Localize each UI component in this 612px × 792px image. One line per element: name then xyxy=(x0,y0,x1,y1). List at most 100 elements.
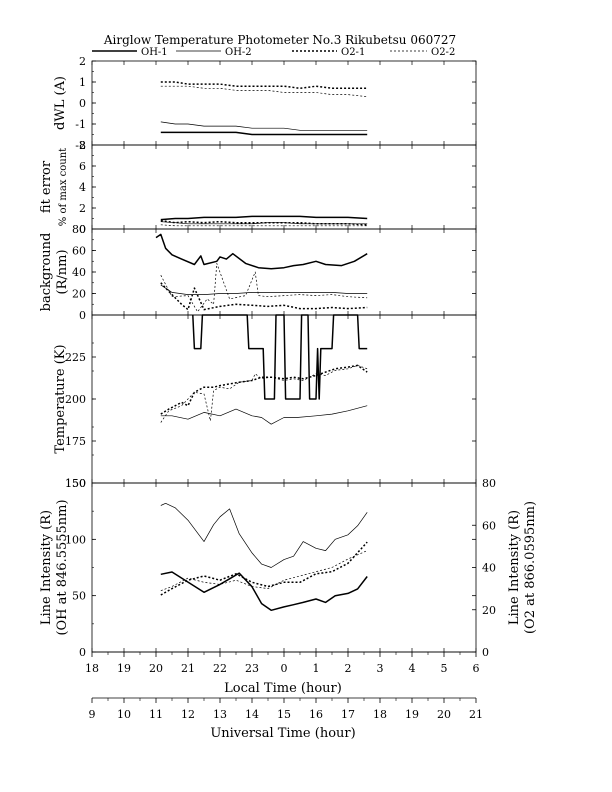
y-tick-label: 20 xyxy=(72,288,86,301)
y-tick-label: 175 xyxy=(65,435,86,448)
y-tick-label: 50 xyxy=(72,590,86,603)
series-o2-2 xyxy=(160,365,368,423)
y-right-tick-label: 0 xyxy=(482,646,489,659)
panel-frame xyxy=(91,60,477,146)
panel-background: 80 60 40 20 0 background (R/nm) xyxy=(39,223,477,322)
universal-time-tick-label: 15 xyxy=(277,708,291,721)
universal-time-tick-label: 14 xyxy=(245,708,259,721)
local-time-axis: 18 19 20 21 22 23 0 1 2 3 4 5 6 xyxy=(85,651,480,675)
y-tick-label: 100 xyxy=(65,533,86,546)
legend-label-o2-1: O2-1 xyxy=(341,47,365,58)
series-o2-1 xyxy=(160,81,368,90)
universal-time-tick-label: 13 xyxy=(213,708,227,721)
y-axis-label: Line Intensity (R) xyxy=(39,510,54,625)
series-oh-2 xyxy=(160,121,368,131)
series-oh-1 xyxy=(160,571,368,612)
local-time-tick-label: 21 xyxy=(181,662,195,675)
series-o2-1 xyxy=(160,541,368,596)
y-tick-label: 150 xyxy=(65,477,86,490)
panel-frame xyxy=(91,482,477,653)
series-o2-2 xyxy=(160,224,368,227)
local-time-tick-label: 2 xyxy=(345,662,352,675)
universal-time-tick-label: 12 xyxy=(181,708,195,721)
y-tick-label: 200 xyxy=(65,393,86,406)
series-o2-1 xyxy=(160,219,368,226)
universal-time-tick-label: 9 xyxy=(89,708,96,721)
series-o2-1 xyxy=(160,282,368,311)
y-right-tick-label: 80 xyxy=(482,477,496,490)
universal-time-axis-label: Universal Time (hour) xyxy=(210,726,355,741)
legend-label-oh-2: OH-2 xyxy=(225,47,252,58)
series-oh-2 xyxy=(160,502,368,568)
legend-label-o2-2: O2-2 xyxy=(431,47,455,58)
universal-time-axis: 9 10 11 12 13 14 15 16 17 18 19 20 21 xyxy=(89,697,483,721)
y-axis-sublabel: (R/nm) xyxy=(55,249,70,294)
local-time-tick-label: 4 xyxy=(409,662,416,675)
y-tick-label: 80 xyxy=(72,223,86,236)
universal-time-tick-label: 21 xyxy=(469,708,483,721)
y-tick-label: 0 xyxy=(79,646,86,659)
series-oh-2 xyxy=(160,405,368,425)
universal-time-tick-label: 19 xyxy=(405,708,419,721)
local-time-tick-label: 3 xyxy=(377,662,384,675)
legend: OH-1 OH-2 O2-1 O2-2 xyxy=(92,47,455,58)
universal-time-tick-label: 16 xyxy=(309,708,323,721)
series-o2-2 xyxy=(160,550,368,592)
local-time-tick-label: 5 xyxy=(441,662,448,675)
y-tick-label: 0 xyxy=(79,309,86,322)
local-time-tick-label: 22 xyxy=(213,662,227,675)
y-tick-label: 40 xyxy=(72,266,86,279)
universal-time-tick-label: 18 xyxy=(373,708,387,721)
y-axis-label: background xyxy=(39,233,54,312)
y-tick-label: 2 xyxy=(79,202,86,215)
y-axis-sublabel: % of max count xyxy=(58,148,69,226)
universal-time-tick-label: 10 xyxy=(117,708,131,721)
local-time-tick-label: 20 xyxy=(149,662,163,675)
series-oh-1 xyxy=(192,314,368,400)
series-oh-2 xyxy=(160,221,368,225)
local-time-tick-label: 0 xyxy=(281,662,288,675)
universal-time-tick-label: 17 xyxy=(341,708,355,721)
series-o2-2 xyxy=(160,263,368,313)
local-time-tick-label: 18 xyxy=(85,662,99,675)
y-tick-label: 150 xyxy=(65,477,86,490)
y-right-axis-label: Line Intensity (R) xyxy=(507,510,522,625)
local-time-tick-label: 1 xyxy=(313,662,320,675)
series-oh-1 xyxy=(160,215,368,221)
y-tick-label: 8 xyxy=(79,139,86,152)
universal-time-tick-label: 11 xyxy=(149,708,163,721)
series-o2-2 xyxy=(160,85,368,98)
y-right-tick-label: 60 xyxy=(482,519,496,532)
panel-temperature: 225 200 175 150 Temperature (K) xyxy=(53,314,477,490)
y-tick-label: 60 xyxy=(72,245,86,258)
y-tick-label: 1 xyxy=(79,76,86,89)
chart-title: Airglow Temperature Photometer No.3 Riku… xyxy=(103,33,456,47)
y-tick-label: 0 xyxy=(79,97,86,110)
y-right-tick-label: 40 xyxy=(482,562,496,575)
series-oh-1 xyxy=(155,233,368,270)
series-oh-2 xyxy=(160,284,368,295)
legend-label-oh-1: OH-1 xyxy=(141,47,168,58)
local-time-tick-label: 19 xyxy=(117,662,131,675)
panel-dWL: 2 1 0 -1 -2 dWL (A) xyxy=(53,55,477,152)
y-tick-label: 4 xyxy=(79,181,86,194)
local-time-axis-label: Local Time (hour) xyxy=(224,681,342,696)
y-tick-label: 225 xyxy=(65,351,86,364)
y-tick-label: 0 xyxy=(79,223,86,236)
panel-fit-error: 8 6 4 2 0 fit error % of max count xyxy=(39,139,477,236)
y-tick-label: 6 xyxy=(79,160,86,173)
y-tick-label: 2 xyxy=(79,55,86,68)
panel-frame xyxy=(91,228,477,316)
y-axis-sublabel: (OH at 846.5555nm) xyxy=(55,499,70,635)
y-axis-label: fit error xyxy=(39,160,54,213)
universal-time-tick-label: 20 xyxy=(437,708,451,721)
local-time-tick-label: 23 xyxy=(245,662,259,675)
y-tick-label: -2 xyxy=(75,139,86,152)
y-right-tick-label: 20 xyxy=(482,604,496,617)
y-tick-label: -1 xyxy=(75,118,86,131)
y-axis-label: dWL (A) xyxy=(53,76,68,130)
y-right-axis-sublabel: (O2 at 866.0595nm) xyxy=(523,501,538,634)
